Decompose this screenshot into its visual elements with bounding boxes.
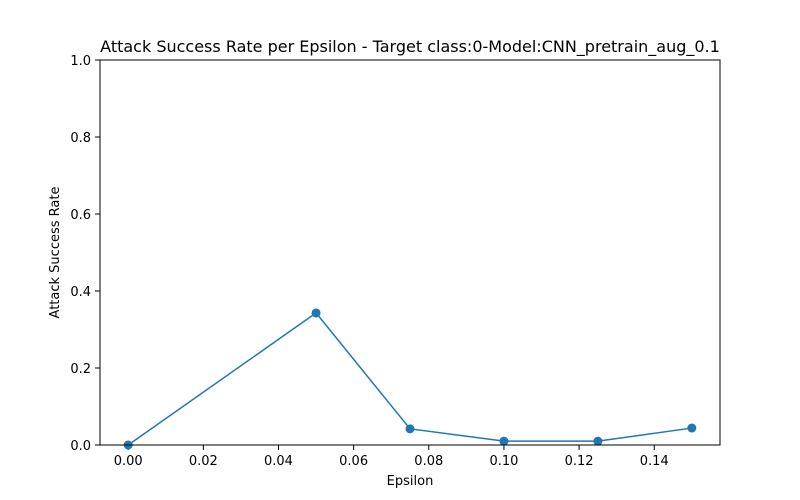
y-tick-label: 1.0 — [70, 54, 91, 69]
series-line — [127, 311, 692, 446]
x-axis-label: Epsilon — [387, 474, 434, 489]
y-tick-label: 0.8 — [70, 131, 91, 146]
x-tick-label: 0.00 — [114, 454, 143, 469]
x-tick-label: 0.08 — [414, 454, 443, 469]
x-tick-label: 0.14 — [640, 454, 669, 469]
chart-title: Attack Success Rate per Epsilon - Target… — [100, 37, 720, 57]
x-tick-label: 0.10 — [489, 454, 518, 469]
x-tick-label: 0.04 — [264, 454, 293, 469]
x-tick-label: 0.12 — [565, 454, 594, 469]
plot-frame — [99, 59, 721, 446]
plot-layer: 0.00 0.02 0.04 0.06 0.08 0.10 0.12 0.14 0.0 0.2 0.… — [70, 54, 697, 469]
data-point — [687, 423, 697, 433]
data-point — [311, 308, 321, 318]
data-point — [499, 436, 509, 446]
y-axis-label: Attack Success Rate — [48, 187, 63, 319]
x-tick-label: 0.02 — [189, 454, 218, 469]
data-point — [593, 436, 603, 446]
x-tick-label: 0.06 — [339, 454, 368, 469]
data-point — [405, 424, 415, 434]
y-tick-label: 0.2 — [70, 362, 91, 377]
y-tick-label: 0.6 — [70, 208, 91, 223]
y-tick-label: 0.0 — [70, 439, 91, 454]
y-tick-label: 0.4 — [70, 285, 91, 300]
